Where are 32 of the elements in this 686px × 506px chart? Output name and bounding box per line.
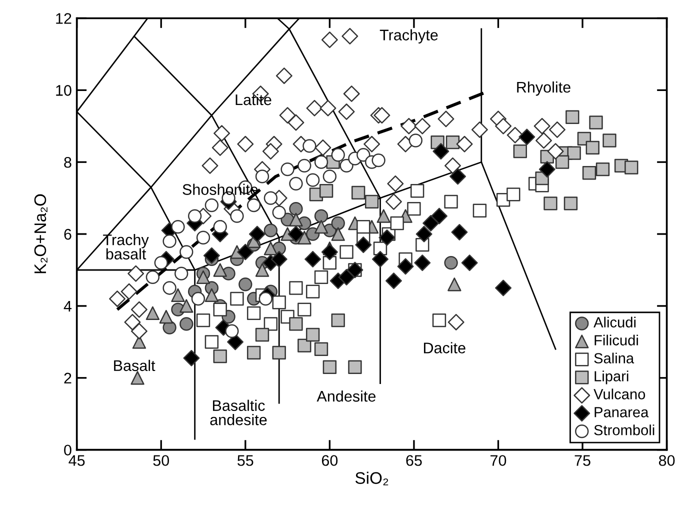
x-tick-label: 75 [574,455,590,466]
legend-label: Lipari [594,370,628,384]
x-axis-title: SiO₂ [355,472,388,486]
annotation: Basalt [114,360,156,372]
y-tick-label: 2 [64,372,72,384]
x-tick-label: 55 [238,455,254,466]
annotation: Dacite [424,342,466,354]
y-axis-title: K₂O+Na₂O [34,194,48,274]
legend-label: Panarea [594,407,649,418]
x-tick-label: 50 [153,455,170,466]
x-tick-label: 65 [406,455,422,466]
y-tick-label: 12 [56,13,72,24]
x-tick-label: 60 [322,455,338,466]
legend-label: Filicudi [594,334,638,346]
y-tick-label: 8 [64,156,72,168]
legend-label: Alicudi [594,316,636,328]
x-tick-label: 80 [658,455,675,466]
y-tick-label: 0 [64,444,72,456]
y-tick-label: 4 [64,300,72,312]
x-tick-label: 45 [68,455,85,466]
y-tick-label: 10 [56,85,72,96]
annotation: Basaltic andesite [210,400,267,426]
annotation: Trachy basalt [103,234,149,260]
legend-label: Vulcano [594,388,646,400]
annotation: Trachyte [380,29,438,44]
y-tick-label: 6 [64,228,72,240]
legend-label: Stromboli [594,424,654,436]
annotation: Latite [236,94,272,106]
annotation: Andesite [316,390,376,402]
legend-label: Salina [594,352,634,364]
x-tick-label: 70 [490,455,506,466]
annotation: Rhyolite [517,81,570,96]
